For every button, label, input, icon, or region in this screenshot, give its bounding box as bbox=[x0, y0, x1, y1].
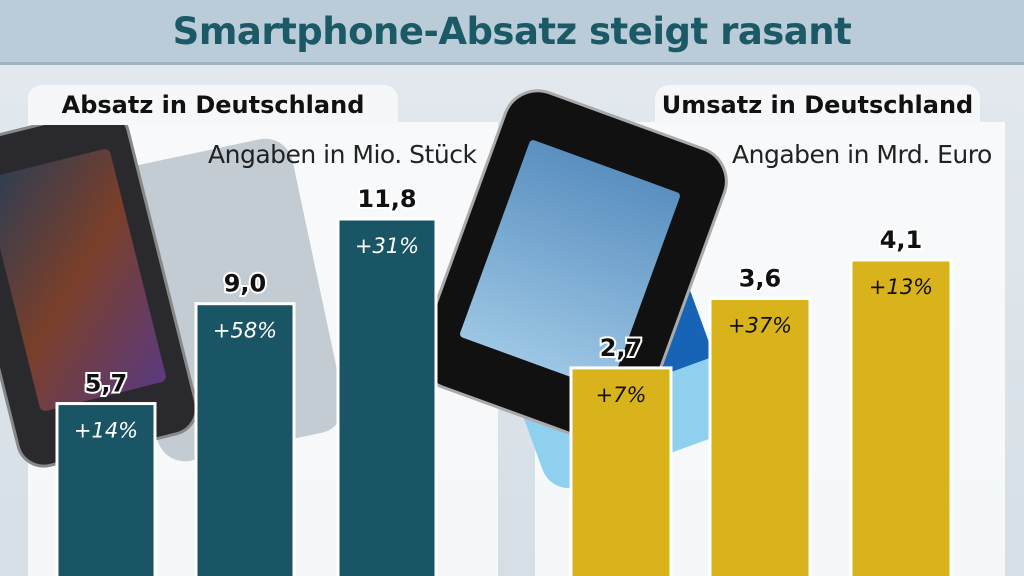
value-label: 3,6 bbox=[739, 265, 782, 293]
change-label: +14% bbox=[74, 419, 138, 443]
value-label: 4,1 bbox=[880, 226, 923, 254]
change-label: +13% bbox=[869, 275, 933, 299]
right-chart-subtitle: Angaben in Mrd. Euro bbox=[732, 140, 992, 169]
title-bar: Smartphone-Absatz steigt rasant bbox=[0, 0, 1024, 65]
change-label: +31% bbox=[355, 234, 419, 258]
value-label: 5,7 bbox=[85, 370, 128, 398]
chart-title: Smartphone-Absatz steigt rasant bbox=[172, 9, 852, 53]
bar bbox=[708, 297, 812, 576]
value-label: 2,7 bbox=[600, 334, 643, 362]
value-label: 11,8 bbox=[357, 185, 416, 213]
bar bbox=[569, 366, 673, 576]
change-label: +7% bbox=[596, 383, 647, 407]
left-chart-subtitle: Angaben in Mio. Stück bbox=[208, 140, 477, 169]
bar bbox=[849, 258, 953, 576]
bar bbox=[194, 302, 296, 576]
bar bbox=[336, 217, 438, 576]
bar bbox=[55, 402, 157, 576]
change-label: +58% bbox=[213, 319, 277, 343]
value-label: 9,0 bbox=[224, 270, 267, 298]
right-chart-title: Umsatz in Deutschland bbox=[655, 85, 980, 125]
change-label: +37% bbox=[728, 314, 792, 338]
left-chart-title: Absatz in Deutschland bbox=[28, 85, 398, 125]
